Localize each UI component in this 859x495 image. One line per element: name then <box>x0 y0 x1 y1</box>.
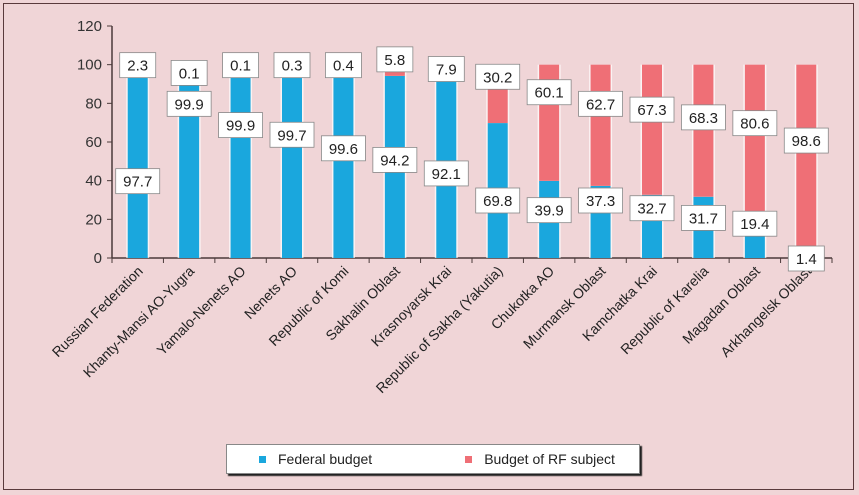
data-label-box <box>732 110 778 137</box>
data-label-box <box>681 104 726 131</box>
data-label-box <box>166 90 212 117</box>
data-label: 67.3 <box>637 102 666 119</box>
bar-rf-subject <box>796 64 817 256</box>
x-category-label: Yamalo-Nenets AO <box>153 263 248 358</box>
data-label: 0.3 <box>282 58 303 75</box>
legend-item-budget-rf-subject: Budget of RF subject <box>465 451 615 467</box>
data-label: 62.7 <box>586 96 615 113</box>
data-label-box <box>475 63 521 90</box>
x-category-label: Arkhangelsk Oblast <box>717 263 814 360</box>
data-label: 30.2 <box>483 69 512 86</box>
data-label-box <box>578 187 623 214</box>
data-label-box <box>475 187 521 214</box>
data-label-box <box>732 210 778 237</box>
data-label-box <box>526 79 572 106</box>
data-label: 92.1 <box>432 166 461 183</box>
bar-federal <box>230 64 251 258</box>
bar-federal <box>333 65 354 258</box>
x-category-label: Republic of Karelia <box>617 263 712 358</box>
data-label: 60.1 <box>535 85 564 102</box>
data-label-box <box>629 96 675 123</box>
data-label-box <box>681 204 726 231</box>
data-label: 98.6 <box>792 133 821 150</box>
data-label-box <box>170 60 208 86</box>
y-tick-label: 0 <box>94 250 102 267</box>
y-tick-label: 40 <box>85 173 102 190</box>
legend-item-federal-budget: Federal budget <box>259 451 372 467</box>
data-label: 99.9 <box>226 118 255 135</box>
data-label: 80.6 <box>740 116 769 133</box>
x-category-label: Russian Federation <box>49 263 146 360</box>
data-label: 5.8 <box>384 52 405 69</box>
data-label: 2.3 <box>127 58 148 75</box>
data-label-box <box>423 160 469 187</box>
data-label: 99.7 <box>277 127 306 144</box>
data-label: 69.8 <box>483 193 512 210</box>
data-label-box <box>119 52 157 79</box>
y-tick-label: 20 <box>85 211 102 228</box>
data-label: 0.4 <box>333 58 354 75</box>
data-label: 94.2 <box>380 152 409 169</box>
data-label-box <box>376 46 414 73</box>
bar-rf-subject <box>642 64 662 195</box>
data-label-box <box>526 197 572 224</box>
data-label-box <box>372 146 418 173</box>
data-label-box <box>427 56 465 82</box>
legend-label: Budget of RF subject <box>484 451 615 467</box>
data-label: 19.4 <box>740 216 769 233</box>
data-label: 68.3 <box>689 110 718 127</box>
data-label: 39.9 <box>535 203 564 220</box>
data-label: 99.6 <box>329 141 358 158</box>
bar-federal <box>127 69 148 258</box>
data-label-box <box>325 52 362 79</box>
legend-swatch-federal-budget <box>259 455 266 463</box>
data-label-box <box>321 135 366 162</box>
data-label-box <box>273 52 311 79</box>
legend: Federal budget Budget of RF subject <box>226 444 640 474</box>
bar-rf-subject <box>590 64 611 186</box>
legend-swatch-budget-rf-subject <box>465 455 473 463</box>
data-label: 99.9 <box>175 96 204 113</box>
y-tick-label: 100 <box>77 57 102 74</box>
y-tick-label: 120 <box>77 18 102 35</box>
bar-rf-subject <box>693 64 714 197</box>
legend-label: Federal budget <box>278 451 373 467</box>
data-label: 37.3 <box>586 193 615 210</box>
data-label: 0.1 <box>179 65 200 82</box>
data-label-box <box>218 112 263 138</box>
data-label: 7.9 <box>436 62 457 79</box>
data-label: 31.7 <box>689 210 718 227</box>
y-tick-label: 80 <box>85 95 102 112</box>
data-label: 97.7 <box>123 174 152 191</box>
data-label-box <box>787 245 825 272</box>
data-label-box <box>222 52 259 79</box>
bar-federal <box>282 65 302 258</box>
data-label-box <box>269 121 315 148</box>
data-label: 32.7 <box>637 201 666 218</box>
data-label-box <box>783 127 829 154</box>
data-label-box <box>629 195 675 222</box>
bar-rf-subject <box>744 64 765 221</box>
data-label: 1.4 <box>796 251 817 268</box>
data-label-box <box>578 90 623 117</box>
data-label: 0.1 <box>230 58 251 75</box>
y-tick-label: 60 <box>85 134 102 151</box>
data-label-box <box>115 168 161 195</box>
